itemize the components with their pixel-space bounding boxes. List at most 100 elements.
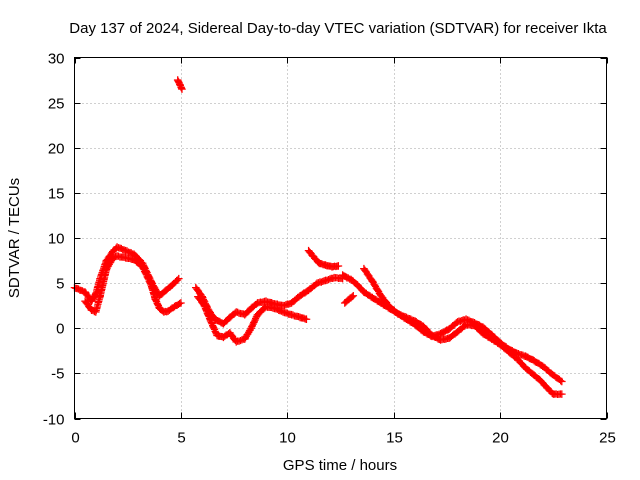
- data-point: [349, 291, 358, 300]
- trace-point: [557, 377, 565, 385]
- data-point: [191, 283, 200, 292]
- data-point: [296, 291, 304, 300]
- trace-point: [142, 270, 150, 278]
- data-point: [368, 277, 377, 286]
- data-point: [530, 371, 538, 379]
- data-point: [394, 310, 402, 318]
- data-point: [213, 331, 221, 340]
- data-point: [385, 302, 394, 311]
- data-point: [353, 281, 362, 289]
- data-point: [81, 297, 89, 305]
- data-point: [226, 328, 234, 337]
- data-point: [330, 273, 338, 282]
- data-point: [377, 291, 385, 300]
- data-point: [304, 246, 313, 255]
- data-point: [436, 336, 445, 344]
- trace-point: [144, 274, 152, 282]
- data-point: [160, 308, 168, 316]
- axis-ticks: [74, 57, 608, 420]
- x-tick-label: 0: [71, 430, 79, 447]
- data-point: [200, 301, 209, 310]
- data-point: [347, 275, 355, 284]
- y-axis-label: SDTVAR / TECUs: [6, 178, 23, 298]
- data-point: [530, 356, 538, 365]
- grid-lines: [74, 57, 607, 419]
- data-point: [296, 313, 304, 322]
- data-point: [558, 377, 566, 386]
- data-point: [343, 273, 351, 282]
- x-tick-label: 25: [599, 430, 616, 447]
- y-tick-label: 0: [56, 321, 64, 338]
- data-point: [304, 286, 313, 295]
- data-point: [340, 299, 349, 307]
- data-point: [496, 340, 504, 349]
- x-tick-label: 15: [386, 430, 403, 447]
- data-point: [121, 254, 130, 262]
- data-point: [232, 308, 241, 316]
- data-point: [240, 310, 249, 319]
- y-tick-label: 20: [48, 141, 65, 158]
- data-point: [109, 254, 117, 262]
- data-point: [130, 255, 138, 264]
- data-point: [453, 318, 462, 326]
- data-point: [121, 246, 130, 255]
- data-point: [402, 313, 411, 322]
- data-point: [174, 274, 183, 283]
- tick-labels: 0 5 10 15 20 25 -10 -5 0 5 10 15 20 25 30: [43, 51, 616, 447]
- x-tick-label: 5: [177, 430, 185, 447]
- data-point: [219, 333, 228, 342]
- data-marks: [70, 76, 566, 399]
- x-tick-label: 10: [279, 430, 296, 447]
- data-point: [360, 288, 368, 296]
- data-point: [173, 76, 182, 84]
- data-point: [470, 321, 479, 330]
- data-point: [309, 252, 317, 260]
- data-point: [419, 322, 428, 331]
- data-point: [147, 281, 155, 289]
- chart-title: Day 137 of 2024, Sidereal Day-to-day VTE…: [69, 20, 607, 37]
- data-point: [87, 297, 96, 305]
- x-axis-label: GPS time / hours: [283, 457, 397, 474]
- data-point: [177, 299, 185, 307]
- data-point: [81, 288, 89, 296]
- data-point: [549, 390, 558, 398]
- data-point: [155, 304, 164, 313]
- data-point: [445, 325, 453, 333]
- data-point: [226, 313, 234, 322]
- data-point: [262, 302, 270, 311]
- data-point: [462, 320, 470, 329]
- y-tick-label: 30: [48, 51, 65, 68]
- data-point: [232, 337, 241, 346]
- data-point: [162, 286, 170, 295]
- data-point: [521, 364, 530, 372]
- data-point: [536, 376, 545, 385]
- data-point: [360, 264, 368, 273]
- data-point: [479, 329, 487, 338]
- data-point: [170, 302, 179, 311]
- data-point: [194, 292, 202, 301]
- data-point: [253, 299, 262, 307]
- data-point: [102, 265, 111, 274]
- data-point: [168, 281, 177, 289]
- data-point: [287, 299, 296, 307]
- data-point: [113, 243, 121, 251]
- y-tick-label: 5: [56, 276, 64, 293]
- data-point: [328, 263, 336, 271]
- trace-point: [241, 334, 250, 342]
- data-point: [543, 384, 551, 392]
- data-point: [504, 347, 513, 356]
- data-point: [321, 261, 330, 269]
- data-point: [513, 355, 521, 363]
- data-point: [247, 304, 255, 313]
- data-point: [138, 263, 147, 271]
- data-point: [334, 262, 343, 270]
- x-tick-label: 20: [492, 430, 509, 447]
- data-point: [521, 352, 530, 361]
- data-point: [547, 369, 555, 378]
- data-point: [87, 306, 96, 314]
- data-point: [538, 362, 547, 370]
- data-point: [206, 317, 215, 325]
- trace-point: [139, 264, 147, 272]
- y-tick-label: 15: [48, 186, 65, 203]
